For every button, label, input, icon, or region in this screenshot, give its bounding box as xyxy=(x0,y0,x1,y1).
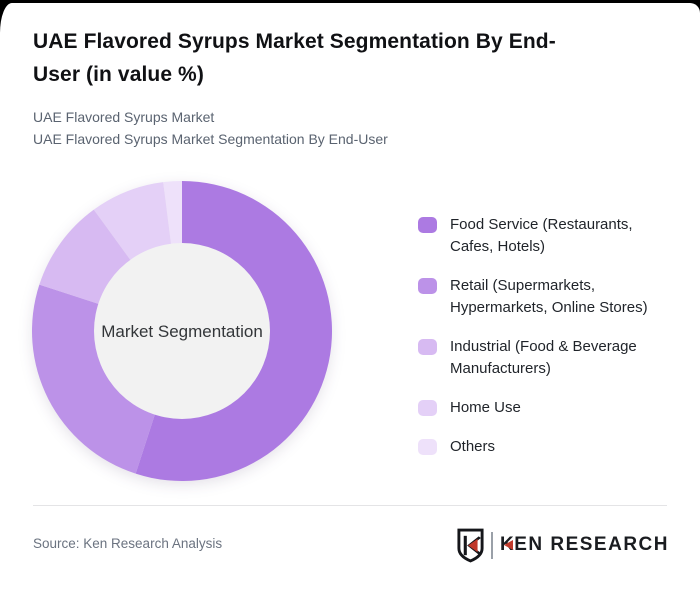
chart-subtitle-line2: UAE Flavored Syrups Market Segmentation … xyxy=(33,131,388,147)
legend-swatch-home-use-icon xyxy=(418,400,437,416)
source-note: Source: Ken Research Analysis xyxy=(33,536,223,551)
wordmark-rest: EN RESEARCH xyxy=(514,534,669,555)
legend-swatch-food-service-icon xyxy=(418,217,437,233)
legend-swatch-others-icon xyxy=(418,439,437,455)
logo-separator xyxy=(490,531,493,559)
chart-subtitle-line1: UAE Flavored Syrups Market xyxy=(33,109,215,125)
page-title-line1: UAE Flavored Syrups Market Segmentation … xyxy=(33,30,556,53)
legend-swatch-industrial-icon xyxy=(418,339,437,355)
legend-item-home-use[interactable]: Home Use xyxy=(418,397,670,419)
legend-label-retail: Retail (Supermarkets, Hypermarkets, Onli… xyxy=(450,277,648,316)
chart-legend: Food Service (Restaurants, Cafes, Hotels… xyxy=(418,214,670,475)
footer-divider xyxy=(33,505,667,506)
chart-card: UAE Flavored Syrups Market Segmentation … xyxy=(0,3,700,591)
legend-item-others[interactable]: Others xyxy=(418,436,670,458)
legend-label-industrial: Industrial (Food & Beverage Manufacturer… xyxy=(450,338,637,377)
page-title-line2: User (in value %) xyxy=(33,63,204,86)
ken-research-shield-icon xyxy=(457,528,484,563)
ken-research-logo: K EN RESEARCH xyxy=(456,527,669,563)
legend-item-industrial[interactable]: Industrial (Food & Beverage Manufacturer… xyxy=(418,336,670,380)
donut-center-label: Market Segmentation xyxy=(101,322,263,341)
donut-chart[interactable]: Market Segmentation xyxy=(32,181,332,481)
legend-swatch-retail-icon xyxy=(418,278,437,294)
legend-label-others: Others xyxy=(450,438,496,455)
legend-label-home-use: Home Use xyxy=(450,399,521,416)
legend-item-food-service[interactable]: Food Service (Restaurants, Cafes, Hotels… xyxy=(418,214,670,258)
donut-center-circle xyxy=(94,243,270,419)
wordmark-red-triangle-icon xyxy=(504,540,514,550)
legend-item-retail[interactable]: Retail (Supermarkets, Hypermarkets, Onli… xyxy=(418,275,670,319)
legend-label-food-service: Food Service (Restaurants, Cafes, Hotels… xyxy=(450,216,633,255)
ken-research-wordmark: K EN RESEARCH xyxy=(500,534,669,556)
page-title: UAE Flavored Syrups Market Segmentation … xyxy=(33,25,673,91)
chart-subtitle: UAE Flavored Syrups Market UAE Flavored … xyxy=(33,106,673,150)
